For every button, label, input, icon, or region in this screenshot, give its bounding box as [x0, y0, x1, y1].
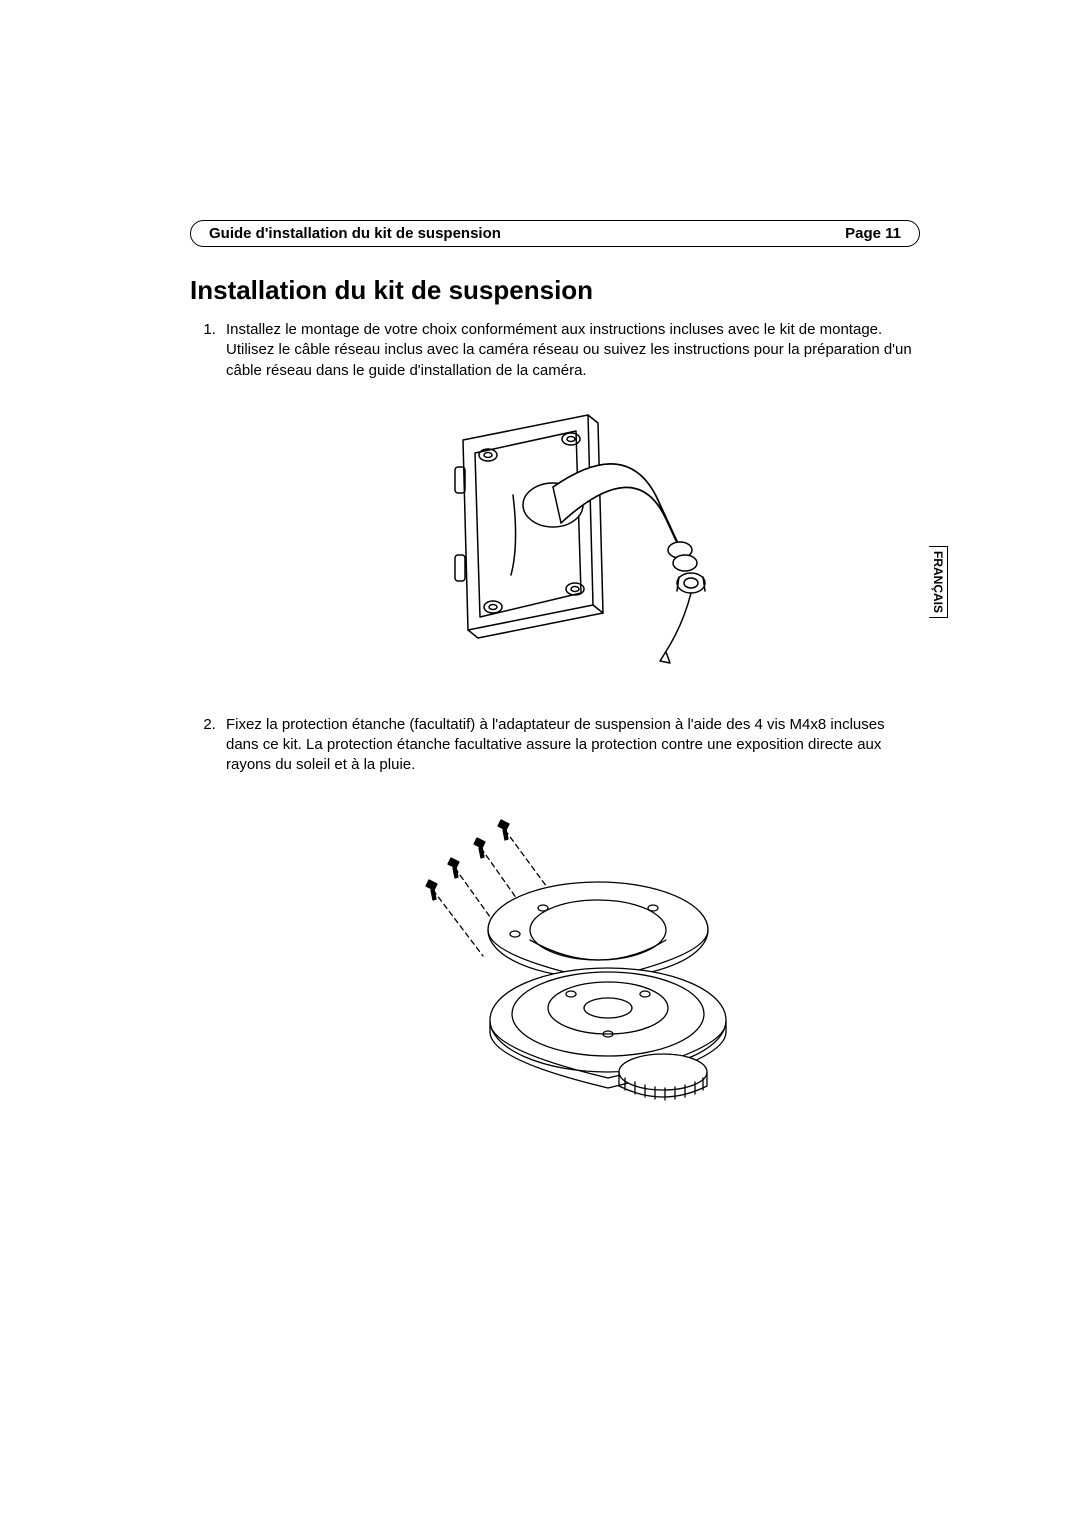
figure-bracket: [226, 395, 920, 675]
language-side-tab: FRANÇAIS: [929, 546, 948, 618]
document-page: Guide d'installation du kit de suspensio…: [0, 0, 1080, 1527]
instruction-step-2-text: Fixez la protection étanche (facultatif)…: [226, 716, 885, 774]
figure-adapter: [226, 790, 920, 1110]
instruction-step-1: Installez le montage de votre choix conf…: [220, 320, 920, 675]
section-title: Installation du kit de suspension: [190, 275, 920, 306]
instruction-step-1-text: Installez le montage de votre choix conf…: [226, 321, 912, 379]
header-right-text: Page 11: [845, 225, 901, 242]
header-left-text: Guide d'installation du kit de suspensio…: [209, 225, 501, 242]
page-header-bar: Guide d'installation du kit de suspensio…: [190, 220, 920, 247]
instruction-list: Installez le montage de votre choix conf…: [190, 320, 920, 1110]
instruction-step-2: Fixez la protection étanche (facultatif)…: [220, 715, 920, 1110]
